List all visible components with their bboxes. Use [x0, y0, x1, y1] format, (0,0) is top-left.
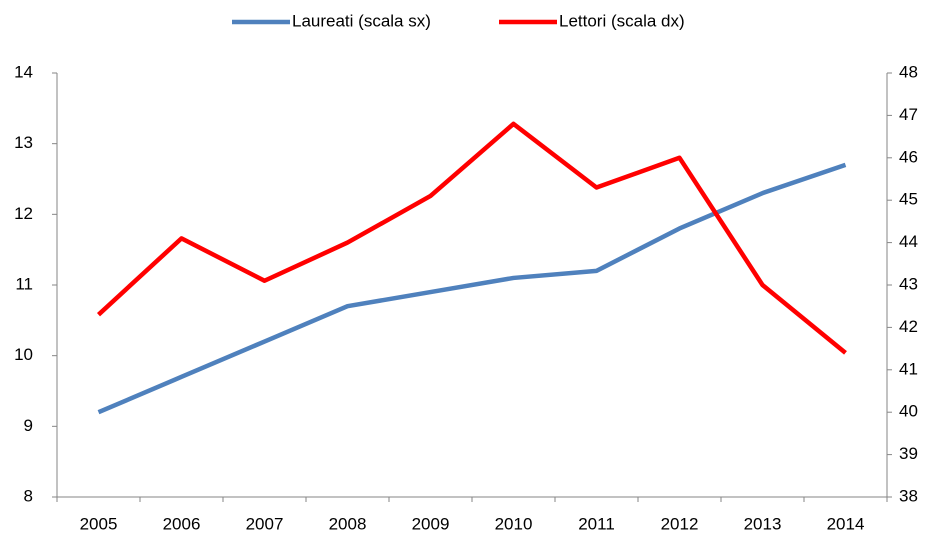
y2-tick-label: 45 [899, 190, 918, 209]
x-tick-label: 2014 [827, 514, 865, 533]
y2-tick-label: 43 [899, 274, 918, 293]
y-tick-label: 12 [14, 204, 33, 223]
y-tick-label: 11 [15, 274, 33, 293]
x-tick-label: 2013 [744, 514, 782, 533]
y2-tick-label: 38 [899, 486, 918, 505]
x-tick-label: 2009 [412, 514, 450, 533]
x-tick-label: 2005 [80, 514, 118, 533]
x-tick-label: 2011 [578, 514, 615, 533]
line-series [97, 162, 847, 415]
y2-tick-label: 41 [899, 359, 918, 378]
y2-tick-label: 46 [899, 147, 918, 166]
legend-label: Laureati (scala sx) [292, 11, 431, 30]
y2-tick-label: 39 [899, 444, 918, 463]
legend-label: Lettori (scala dx) [559, 11, 685, 30]
x-tick-label: 2012 [661, 514, 699, 533]
y2-tick-label: 47 [899, 105, 918, 124]
y2-tick-label: 48 [899, 62, 918, 81]
y-tick-label: 14 [14, 62, 33, 81]
x-tick-label: 2006 [163, 514, 201, 533]
y2-tick-label: 44 [899, 232, 918, 251]
y2-tick-label: 42 [899, 317, 918, 336]
y-tick-label: 10 [14, 345, 33, 364]
y2-tick-label: 40 [899, 402, 918, 421]
x-tick-label: 2007 [246, 514, 284, 533]
x-tick-label: 2008 [329, 514, 367, 533]
x-tick-label: 2010 [495, 514, 533, 533]
y-tick-label: 9 [24, 416, 33, 435]
y-tick-label: 13 [14, 133, 33, 152]
line-series [96, 121, 847, 355]
y-tick-label: 8 [24, 486, 33, 505]
